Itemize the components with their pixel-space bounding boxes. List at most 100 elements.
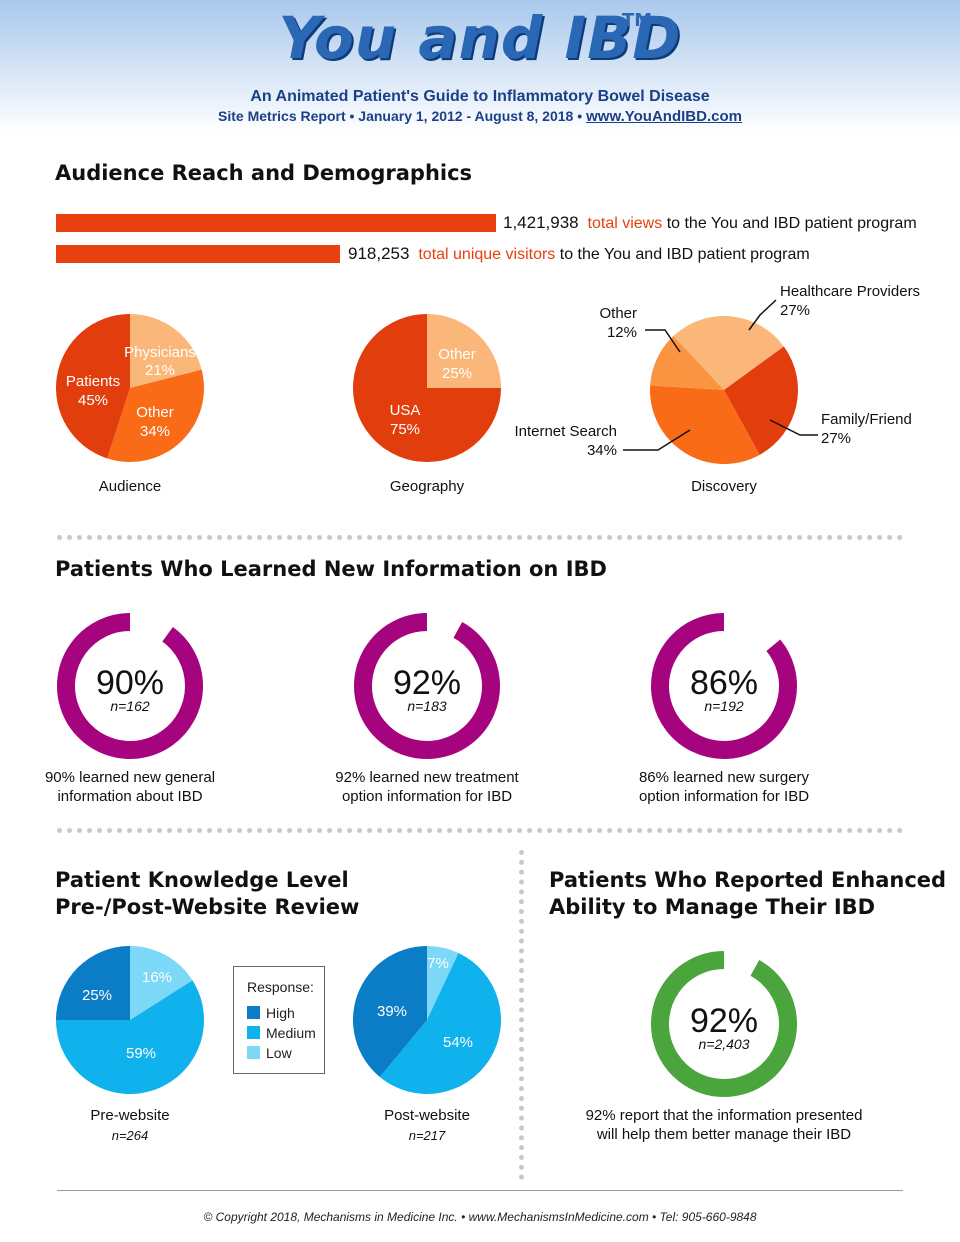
logo-title: You and IBD <box>278 4 682 72</box>
callout-healthcare <box>748 299 777 331</box>
discovery-callouts <box>623 299 818 451</box>
pre-website-title: Pre-website <box>90 1107 169 1124</box>
post-website-pie <box>353 946 502 1095</box>
legend-swatch-medium <box>247 1026 260 1039</box>
audience-slice-other <box>107 369 204 462</box>
audience-patients-value: 45% <box>78 392 108 409</box>
geography-usa-value: 75% <box>390 421 420 438</box>
legend-label-medium: Medium <box>266 1025 316 1041</box>
response-legend: Response: High Medium Low <box>233 966 325 1074</box>
post-website-slice-high <box>353 946 427 1078</box>
visitors-bar <box>56 245 341 263</box>
audience-slice-physicians <box>130 314 202 388</box>
donut-general-caption-2: information about IBD <box>57 788 202 805</box>
section-title-audience: Audience Reach and Demographics <box>55 161 473 185</box>
discovery-internet-value: 34% <box>587 442 617 459</box>
discovery-slice-internet-search <box>650 385 760 465</box>
site-link[interactable]: www.YouAndIBD.com <box>586 108 742 125</box>
geography-other-value: 25% <box>442 365 472 382</box>
post-website-slice-medium <box>379 953 502 1095</box>
legend-item-medium: Medium <box>247 1025 316 1041</box>
legend-item-low: Low <box>247 1045 292 1061</box>
audience-physicians-label: Physicians <box>124 344 196 361</box>
section-title-enhanced-2: Ability to Manage Their IBD <box>549 895 876 919</box>
geography-pie <box>353 314 501 462</box>
donut-surgery-arc <box>651 613 797 759</box>
visitors-highlight: total unique visitors <box>418 246 556 263</box>
post-low-value: 7% <box>427 955 449 972</box>
post-website-slice-low <box>427 946 459 1020</box>
donut-enhanced-arc <box>651 951 797 1097</box>
legend-title: Response: <box>247 979 314 995</box>
donut-enhanced-caption-1: 92% report that the information presente… <box>586 1107 863 1124</box>
donut-treatment-arc <box>354 613 500 759</box>
visitors-rest: to the You and IBD patient program <box>559 246 810 263</box>
donut-general-caption-1: 90% learned new general <box>45 769 215 786</box>
donut-surgery-n: n=192 <box>704 698 744 714</box>
donut-treatment-caption-2: option information for IBD <box>342 788 512 805</box>
views-bar <box>56 214 496 232</box>
discovery-other-label: Other <box>599 305 637 322</box>
pre-website-n: n=264 <box>112 1128 149 1143</box>
views-number: 1,421,938 <box>503 213 579 232</box>
section-title-knowledge-2: Pre-/Post-Website Review <box>55 895 360 919</box>
callout-other <box>645 329 681 353</box>
donut-general-value: 90% <box>96 664 164 702</box>
donut-enhanced-n: n=2,403 <box>699 1036 750 1052</box>
discovery-slice-family-friend <box>724 346 798 455</box>
audience-pie <box>56 314 204 462</box>
discovery-pie <box>650 316 798 465</box>
donut-general-arc <box>57 613 203 759</box>
pre-website-labels: 16% 59% 25% <box>82 969 172 1062</box>
pre-high-value: 25% <box>82 987 112 1004</box>
discovery-healthcare-value: 27% <box>780 302 810 319</box>
donut-treatment-caption-1: 92% learned new treatment <box>335 769 519 786</box>
post-website-labels: 7% 54% 39% <box>377 955 473 1051</box>
discovery-family-label: Family/Friend <box>821 411 912 428</box>
donut-surgery-value: 86% <box>690 664 758 702</box>
views-rest: to the You and IBD patient program <box>666 215 917 232</box>
donut-treatment <box>354 613 500 759</box>
legend-item-high: High <box>247 1005 295 1021</box>
visitors-label: 918,253 total unique visitors to the You… <box>348 244 810 264</box>
section-title-enhanced-1: Patients Who Reported Enhanced <box>549 868 947 892</box>
audience-slice-patients <box>56 314 131 459</box>
discovery-slice-other <box>650 336 724 390</box>
donut-general <box>57 613 203 759</box>
discovery-healthcare-label: Healthcare Providers <box>780 283 920 300</box>
legend-label-high: High <box>266 1005 295 1021</box>
post-website-title: Post-website <box>384 1107 470 1124</box>
pre-website-pie <box>56 946 205 1094</box>
post-website-n: n=217 <box>409 1128 446 1143</box>
donut-treatment-n: n=183 <box>407 698 447 714</box>
audience-patients-label: Patients <box>66 373 120 390</box>
audience-labels: Physicians 21% Other 34% Patients 45% <box>66 344 196 440</box>
geography-usa-label: USA <box>390 402 421 419</box>
callout-internet <box>623 429 691 451</box>
section-divider-2 <box>57 828 903 833</box>
donut-enhanced-value: 92% <box>690 1002 758 1040</box>
views-label: 1,421,938 total views to the You and IBD… <box>503 213 917 233</box>
report-line: Site Metrics Report • January 1, 2012 - … <box>0 108 960 125</box>
audience-physicians-value: 21% <box>145 362 175 379</box>
donut-surgery <box>651 613 797 759</box>
audience-other-value: 34% <box>140 423 170 440</box>
pre-website-slice-high <box>56 946 130 1020</box>
post-high-value: 39% <box>377 1003 407 1020</box>
donut-enhanced-caption-2: will help them better manage their IBD <box>596 1126 851 1143</box>
pre-low-value: 16% <box>142 969 172 986</box>
header-banner <box>0 0 960 133</box>
discovery-title: Discovery <box>691 478 757 495</box>
audience-title: Audience <box>99 478 162 495</box>
pre-medium-value: 59% <box>126 1045 156 1062</box>
discovery-slice-healthcare-providers <box>673 316 784 390</box>
donut-general-n: n=162 <box>110 698 150 714</box>
discovery-family-value: 27% <box>821 430 851 447</box>
visitors-number: 918,253 <box>348 244 410 263</box>
footer-divider <box>57 1190 903 1191</box>
callout-family <box>769 419 818 436</box>
section-divider-1 <box>57 535 903 540</box>
legend-swatch-high <box>247 1006 260 1019</box>
report-dates: Site Metrics Report • January 1, 2012 - … <box>218 108 583 124</box>
